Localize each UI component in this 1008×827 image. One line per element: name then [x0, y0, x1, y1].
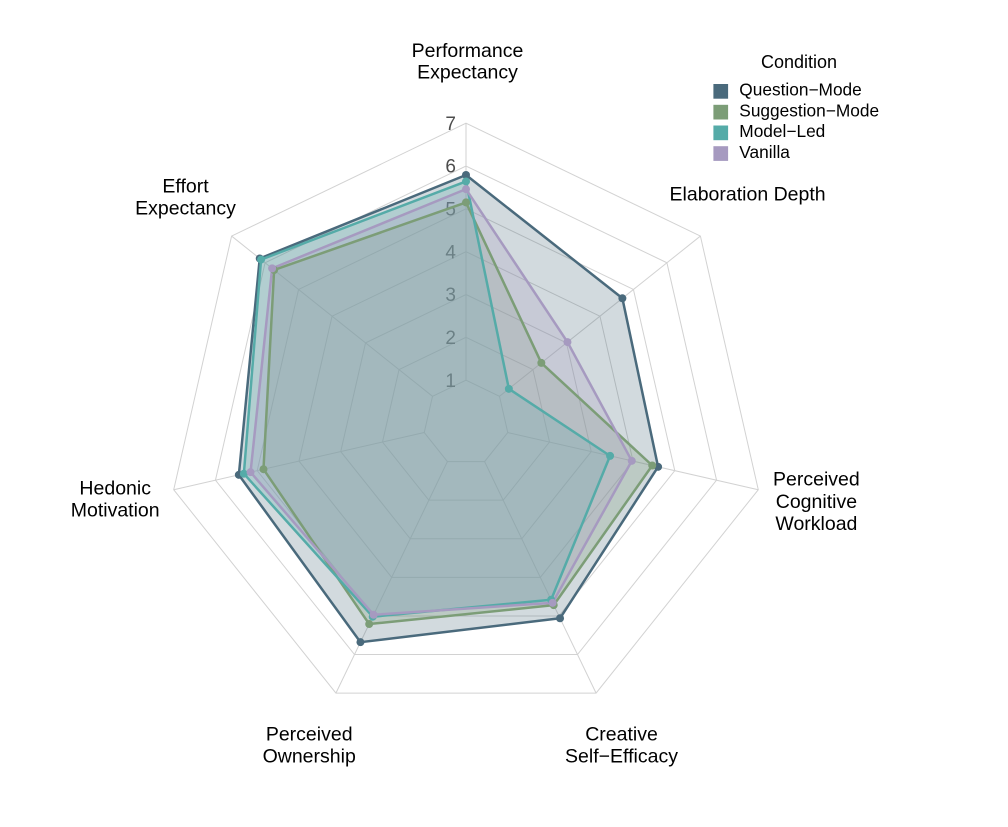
svg-text:Elaboration Depth: Elaboration Depth: [670, 184, 826, 206]
svg-text:Creative: Creative: [585, 723, 658, 745]
svg-text:Suggestion−Mode: Suggestion−Mode: [739, 101, 879, 121]
svg-text:Hedonic: Hedonic: [79, 477, 151, 499]
svg-text:Vanilla: Vanilla: [739, 142, 790, 162]
svg-text:2: 2: [445, 328, 456, 349]
svg-text:Workload: Workload: [775, 513, 857, 535]
svg-text:Performance: Performance: [412, 40, 524, 62]
svg-text:7: 7: [445, 114, 456, 135]
svg-text:4: 4: [445, 242, 456, 263]
svg-text:Motivation: Motivation: [71, 499, 160, 521]
svg-text:Perceived: Perceived: [773, 469, 860, 491]
svg-text:Effort: Effort: [162, 176, 209, 198]
svg-text:5: 5: [445, 200, 456, 221]
svg-text:6: 6: [445, 157, 456, 178]
svg-text:3: 3: [445, 285, 456, 306]
svg-text:Condition: Condition: [761, 52, 837, 72]
svg-text:Perceived: Perceived: [266, 723, 353, 745]
svg-text:Self−Efficacy: Self−Efficacy: [565, 745, 678, 767]
svg-text:Expectancy: Expectancy: [417, 62, 518, 84]
svg-text:1: 1: [445, 371, 456, 392]
svg-text:Question−Mode: Question−Mode: [739, 80, 862, 100]
svg-text:Model−Led: Model−Led: [739, 121, 825, 141]
svg-text:Cognitive: Cognitive: [776, 491, 857, 513]
svg-text:Ownership: Ownership: [263, 745, 356, 767]
svg-text:Expectancy: Expectancy: [135, 198, 236, 220]
